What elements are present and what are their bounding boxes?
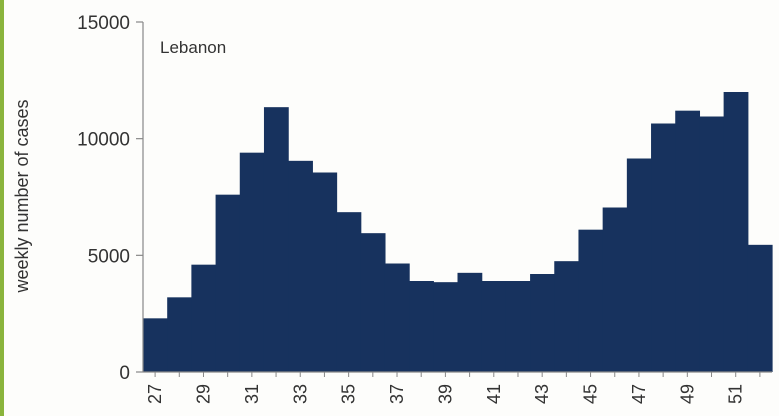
bar-week-31 [239, 152, 265, 372]
bar-week-29 [191, 264, 217, 372]
bar-week-36 [360, 233, 386, 372]
bars-group [143, 92, 773, 373]
bar-week-43 [530, 274, 555, 372]
x-tick-label-27: 27 [145, 384, 165, 404]
bar-week-48 [651, 123, 676, 372]
bar-week-42 [505, 281, 531, 372]
x-tick-label-47: 47 [629, 384, 649, 404]
y-ticks-group: 0 5000 10000 15000 [77, 13, 143, 384]
x-tick-label-39: 39 [435, 384, 455, 404]
x-tick-label-49: 49 [677, 384, 697, 404]
x-tick-label-45: 45 [581, 384, 601, 404]
bar-week-28 [167, 297, 192, 372]
bar-week-49 [675, 110, 701, 373]
bar-week-38 [409, 281, 434, 372]
y-axis-label: weekly number of cases [12, 99, 32, 293]
bar-week-52 [747, 244, 773, 372]
bar-week-37 [384, 263, 410, 372]
bar-week-47 [626, 158, 652, 372]
x-tick-label-33: 33 [290, 384, 310, 404]
bar-week-51 [723, 92, 749, 372]
x-tick-label-37: 37 [387, 384, 407, 404]
bar-week-35 [336, 212, 362, 372]
bar-week-46 [602, 207, 628, 372]
y-tick-label-5000: 5000 [88, 246, 130, 267]
bar-week-39 [433, 282, 459, 372]
bar-week-40 [457, 272, 483, 372]
bar-week-41 [481, 281, 507, 372]
y-tick-label-0: 0 [119, 363, 130, 384]
x-ticks-group: 27 29 31 33 35 37 39 41 43 45 47 49 51 [145, 372, 761, 404]
x-tick-label-29: 29 [193, 384, 213, 404]
x-tick-label-31: 31 [242, 384, 262, 404]
x-tick-label-51: 51 [726, 384, 746, 404]
country-annotation: Lebanon [160, 38, 226, 57]
bar-week-32 [263, 107, 289, 373]
left-edge-bar [0, 0, 4, 416]
bar-week-50 [699, 116, 725, 372]
y-tick-label-15000: 15000 [77, 13, 130, 34]
x-tick-label-41: 41 [484, 384, 504, 404]
bar-week-34 [312, 172, 338, 372]
x-tick-label-43: 43 [532, 384, 552, 404]
bar-week-45 [578, 229, 604, 372]
bar-week-30 [215, 194, 241, 372]
x-tick-label-35: 35 [339, 384, 359, 404]
bar-week-44 [554, 261, 580, 372]
bar-week-27 [143, 318, 168, 372]
bar-week-33 [288, 160, 313, 372]
y-tick-label-10000: 10000 [77, 130, 130, 151]
